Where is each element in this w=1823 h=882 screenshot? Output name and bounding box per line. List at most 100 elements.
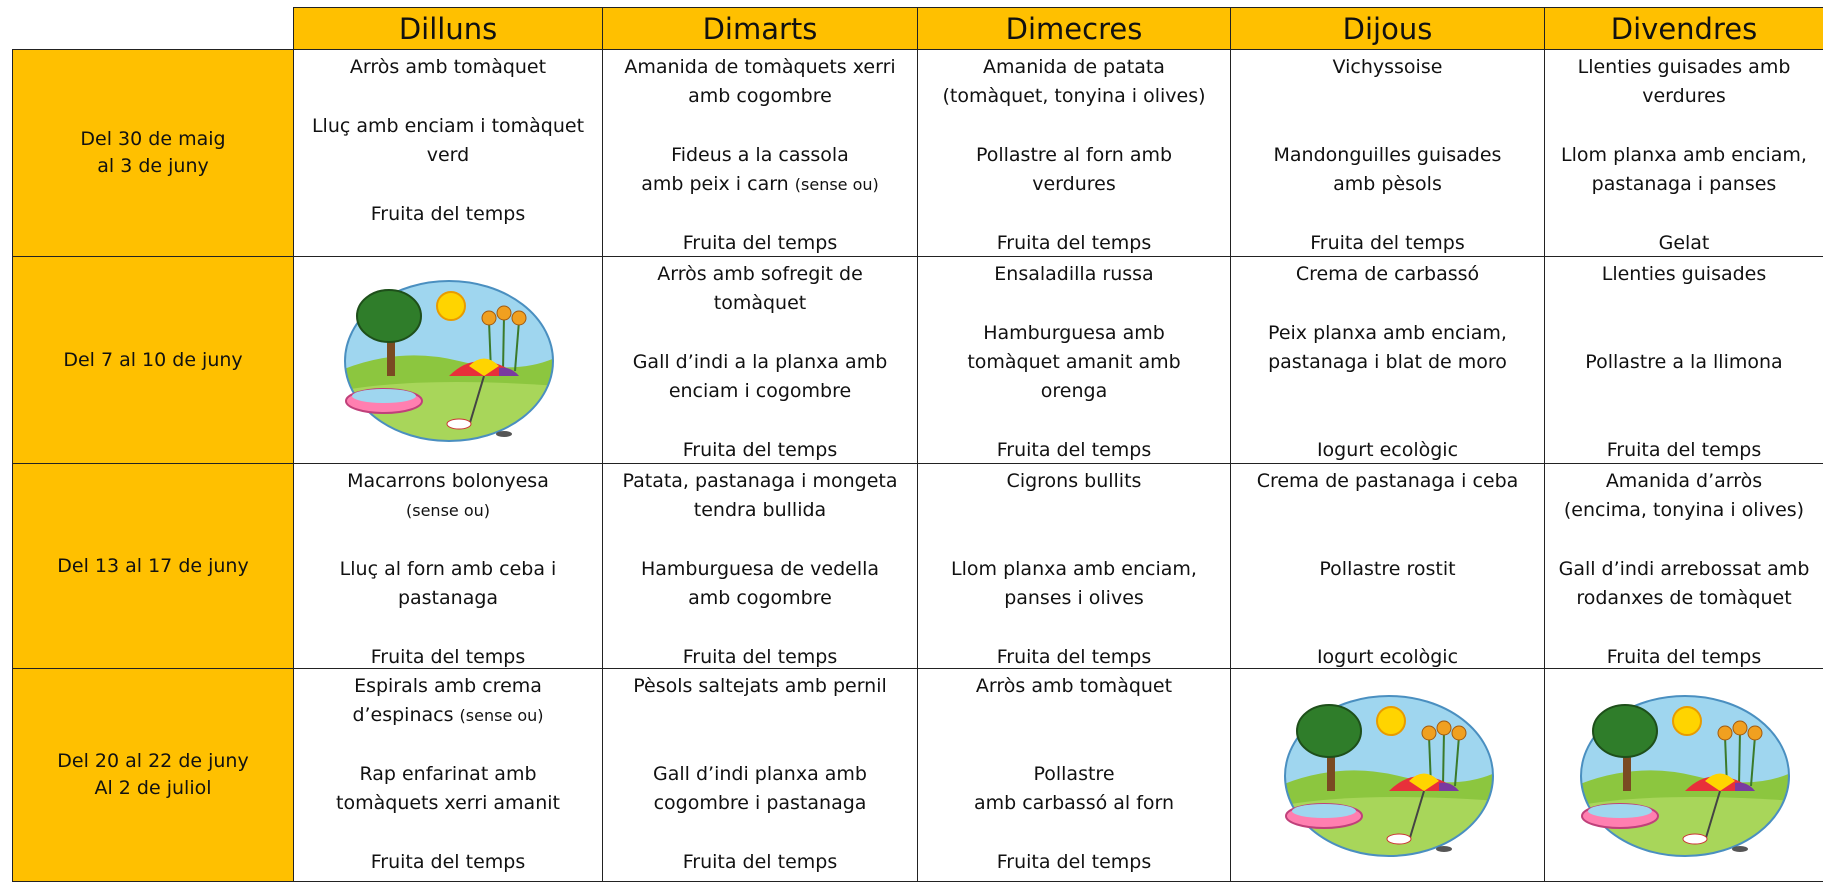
dish-line: amb cogombre [688,85,832,108]
dish-line: d’espinacs (sense ou) [294,701,602,730]
dish-line: Pèsols saltejats amb pernil [633,675,887,697]
week-label-line: Del 13 al 17 de juny [57,554,249,577]
dish-line: Fruita del temps [682,850,838,873]
week-label: Del 30 de maig al 3 de juny [12,49,294,257]
dish-line: amb carbassó al forn [973,792,1175,815]
dish-line: Patata, pastanaga i mongeta [622,470,898,492]
dish-line: Arròs amb tomàquet [975,675,1173,697]
dish-line: amb peix i carn (sense ou) [603,170,917,199]
dish-line: Ensaladilla russa [994,263,1154,285]
week-label-line: Del 30 de maig [80,128,226,150]
dish-text: amb peix i carn [641,173,795,196]
dish-line: amb cogombre [688,587,832,610]
dish-line: Llom planxa amb enciam, [951,557,1197,580]
dish-line: Hamburguesa amb [983,321,1165,344]
beach-illustration [344,280,554,442]
dish-line: verd [426,143,470,166]
dish-line: Pollastre al forn amb [975,143,1173,166]
dish-line: tomàquets xerri amanit [336,792,560,815]
week-label-line: Del 20 al 22 de juny [57,750,249,772]
dish-line: pastanaga i panses [1591,173,1777,196]
menu-cell: Crema de carbassó Peix planxa amb enciam,… [1230,256,1545,464]
menu-cell: Espirals amb crema d’espinacs (sense ou) R… [293,668,603,882]
dish-line: Pollastre a la llimona [1585,350,1783,373]
dish-line: pastanaga i blat de moro [1268,350,1507,373]
dish-line: Crema de pastanaga i ceba [1256,470,1519,492]
dish-line: Iogurt ecològic [1316,438,1459,461]
menu-cell: Arròs amb tomàquet Pollastre amb carbassó … [917,668,1231,882]
dish-line: Fruita del temps [1606,438,1762,461]
dish-note: (sense ou) [459,706,544,726]
menu-cell: Amanida de patata (tomàquet, tonyina i ol… [917,49,1231,257]
dish-line: panses i olives [1004,587,1144,610]
beach-illustration [1283,695,1494,857]
menu-cell: Vichyssoise Mandonguilles guisades amb pès… [1230,49,1545,257]
menu-cell: Llenties guisades Pollastre a la llimona F… [1544,256,1823,464]
menu-cell: Arròs amb sofregit de tomàquet Gall d’indi… [602,256,918,464]
dish-line: Llenties guisades [1601,263,1767,285]
dish-line: Vichyssoise [1332,56,1443,78]
dish-line: Amanida de tomàquets xerri [624,56,896,78]
menu-cell: Patata, pastanaga i mongeta tendra bullid… [602,463,918,669]
dish-line: Gelat [1658,231,1710,254]
dish-line: Gall d’indi arrebossat amb [1558,557,1810,580]
dish-line: Pollastre rostit [1319,557,1456,580]
dish-line: Fruita del temps [682,231,838,254]
menu-cell [1544,668,1823,882]
dish-line: Gall d’indi a la planxa amb [632,350,888,373]
dish-line: Fruita del temps [996,438,1152,461]
dish-line: cogombre i pastanaga [653,792,867,815]
dish-line: Hamburguesa de vedella [640,557,880,580]
day-header: Dilluns [293,7,603,50]
dish-line: Fruita del temps [1310,231,1465,254]
dish-line: enciam i cogombre [668,380,852,403]
dish-line: pastanaga [397,587,499,610]
dish-text: d’espinacs [352,704,460,727]
dish-line: Arròs amb tomàquet [349,56,547,78]
dish-line: (encima, tonyina i olives) [1563,499,1805,522]
dish-line: Pollastre [1033,762,1115,785]
dish-line: Fruita del temps [996,645,1152,668]
dish-line: Peix planxa amb enciam, [1268,321,1507,344]
dish-line: Fruita del temps [682,438,838,461]
dish-line: verdures [1032,173,1116,196]
menu-cell: Amanida de tomàquets xerri amb cogombre Fi… [602,49,918,257]
beach-illustration [1580,695,1790,857]
menu-cell: Macarrons bolonyesa (sense ou) Lluç al for… [293,463,603,669]
dish-line: Fruita del temps [370,202,526,225]
dish-line: Rap enfarinat amb [359,762,537,785]
menu-cell: Cigrons bullits Llom planxa amb enciam, pa… [917,463,1231,669]
dish-line: Lluç amb enciam i tomàquet [311,114,585,137]
dish-line: Llom planxa amb enciam, [1561,143,1807,166]
dish-line: Amanida d’arròs [1605,470,1763,492]
dish-line: Amanida de patata [983,56,1165,78]
dish-line: Fruita del temps [682,645,838,668]
dish-line: Fruita del temps [1606,645,1762,668]
menu-cell: Crema de pastanaga i ceba Pollastre rosti… [1230,463,1545,669]
dish-line: verdures [1642,85,1726,108]
dish-note: (sense ou) [406,501,490,521]
dish-line: Fruita del temps [370,850,526,873]
dish-line: Macarrons bolonyesa [347,470,549,492]
dish-line: tomàquet amanit amb [967,350,1181,373]
day-header: Divendres [1544,7,1823,50]
dish-line: Cigrons bullits [1006,470,1142,492]
dish-line: rodanxes de tomàquet [1576,587,1792,610]
week-label-line: Del 7 al 10 de juny [63,348,243,371]
dish-line: (sense ou) [294,496,602,525]
dish-line: (tomàquet, tonyina i olives) [942,85,1206,108]
menu-cell: Ensaladilla russa Hamburguesa amb tomàquet… [917,256,1231,464]
dish-line: tomàquet [713,292,807,315]
menu-cell [1230,668,1545,882]
menu-cell: Amanida d’arròs (encima, tonyina i olives… [1544,463,1823,669]
dish-line: Fruita del temps [370,645,526,668]
dish-line: Llenties guisades amb [1577,56,1791,78]
menu-cell: Llenties guisades amb verdures Llom planxa… [1544,49,1823,257]
dish-line: Arròs amb sofregit de [657,263,863,285]
dish-line: orenga [1040,380,1108,403]
dish-line: Gall d’indi planxa amb [653,762,867,785]
dish-line: Fideus a la cassola [671,143,849,166]
menu-cell [293,256,603,464]
dish-line: Crema de carbassó [1295,263,1480,285]
